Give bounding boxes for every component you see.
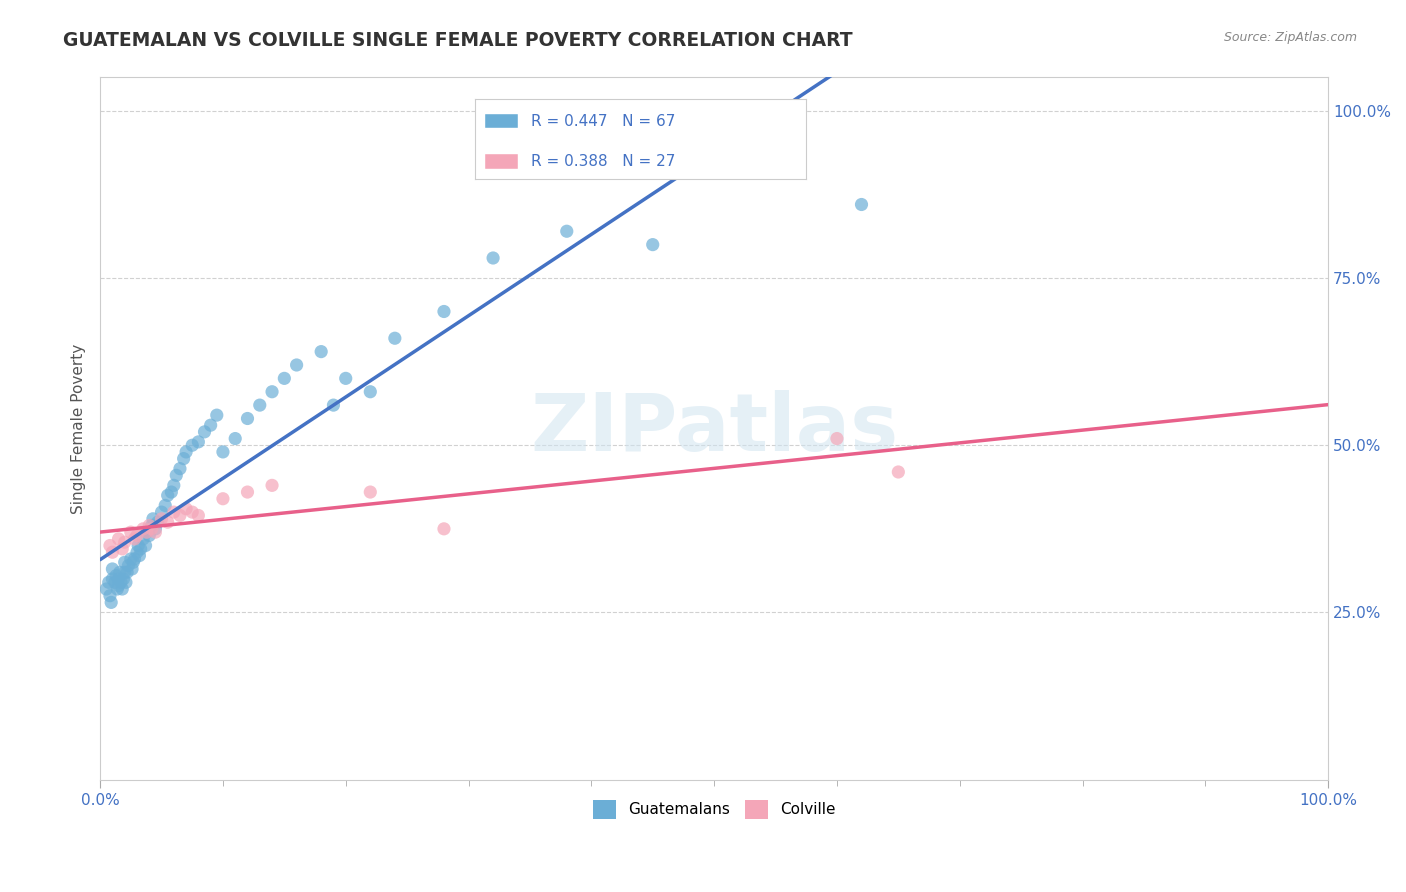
Point: [181, 438, 204, 452]
Point: [359, 485, 381, 500]
Point: [169, 461, 191, 475]
Point: [825, 432, 848, 446]
Point: [205, 408, 228, 422]
Point: [141, 522, 163, 536]
Point: [155, 499, 177, 513]
Point: [285, 358, 308, 372]
Point: [163, 505, 186, 519]
Point: [433, 304, 456, 318]
Point: [236, 485, 259, 500]
Point: [322, 398, 344, 412]
Point: [384, 331, 406, 345]
Point: [105, 582, 128, 596]
Point: [193, 425, 215, 439]
Point: [117, 558, 139, 573]
Point: [555, 224, 578, 238]
Point: [96, 582, 118, 596]
Point: [128, 549, 150, 563]
Point: [249, 398, 271, 412]
Point: [129, 541, 152, 556]
Point: [309, 344, 332, 359]
Point: [181, 505, 204, 519]
Point: [115, 566, 138, 580]
Point: [359, 384, 381, 399]
Point: [165, 468, 187, 483]
Point: [142, 512, 165, 526]
Point: [169, 508, 191, 523]
Point: [200, 418, 222, 433]
Point: [104, 575, 127, 590]
Point: [145, 525, 167, 540]
Point: [135, 525, 157, 540]
Point: [97, 575, 120, 590]
Point: [174, 445, 197, 459]
Point: [150, 512, 173, 526]
Point: [156, 515, 179, 529]
Point: [124, 532, 146, 546]
Point: [145, 522, 167, 536]
Point: [236, 411, 259, 425]
Point: [110, 575, 132, 590]
Point: [273, 371, 295, 385]
Point: [160, 485, 183, 500]
Point: [120, 552, 142, 566]
Point: [433, 522, 456, 536]
Point: [107, 532, 129, 546]
Legend: Guatemalans, Colville: Guatemalans, Colville: [586, 794, 842, 824]
Point: [482, 251, 505, 265]
Point: [335, 371, 357, 385]
Point: [111, 582, 134, 596]
Point: [105, 568, 128, 582]
Point: [101, 572, 124, 586]
Point: [101, 562, 124, 576]
Point: [98, 589, 121, 603]
Point: [122, 555, 145, 569]
Point: [212, 445, 235, 459]
Point: [107, 572, 129, 586]
Point: [121, 562, 143, 576]
Text: ZIPatlas: ZIPatlas: [530, 390, 898, 467]
Point: [125, 545, 148, 559]
Point: [156, 488, 179, 502]
Point: [124, 552, 146, 566]
Point: [135, 539, 157, 553]
Point: [114, 535, 136, 549]
Point: [224, 432, 246, 446]
Point: [107, 579, 129, 593]
Point: [146, 515, 169, 529]
Point: [138, 518, 160, 533]
Point: [174, 501, 197, 516]
Point: [114, 555, 136, 569]
Point: [851, 197, 873, 211]
Point: [141, 518, 163, 533]
Point: [163, 478, 186, 492]
Point: [187, 434, 209, 449]
Point: [111, 541, 134, 556]
Point: [132, 532, 155, 546]
Point: [112, 572, 135, 586]
Point: [101, 545, 124, 559]
Y-axis label: Single Female Poverty: Single Female Poverty: [72, 343, 86, 514]
Point: [108, 566, 131, 580]
Point: [120, 525, 142, 540]
Point: [98, 539, 121, 553]
Point: [260, 384, 283, 399]
Point: [260, 478, 283, 492]
Text: Source: ZipAtlas.com: Source: ZipAtlas.com: [1223, 31, 1357, 45]
Point: [125, 528, 148, 542]
Point: [127, 539, 149, 553]
Point: [187, 508, 209, 523]
Point: [887, 465, 910, 479]
Text: GUATEMALAN VS COLVILLE SINGLE FEMALE POVERTY CORRELATION CHART: GUATEMALAN VS COLVILLE SINGLE FEMALE POV…: [63, 31, 853, 50]
Point: [138, 528, 160, 542]
Point: [100, 595, 122, 609]
Point: [212, 491, 235, 506]
Point: [135, 525, 157, 540]
Point: [115, 575, 138, 590]
Point: [150, 505, 173, 519]
Point: [641, 237, 664, 252]
Point: [114, 566, 136, 580]
Point: [173, 451, 195, 466]
Point: [132, 522, 155, 536]
